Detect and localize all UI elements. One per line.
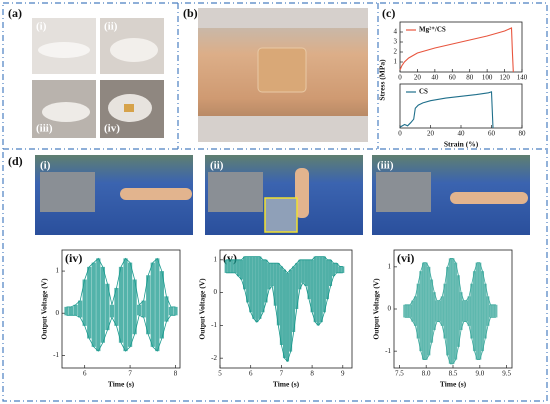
x-tick-label: 8.5 xyxy=(449,370,458,378)
x-tick-label: 8 xyxy=(174,370,178,378)
sub-label: (iii) xyxy=(377,160,394,172)
y-tick-label: 1 xyxy=(56,267,60,275)
y-tick-label: 0 xyxy=(56,309,60,317)
x-tick-label: 6 xyxy=(83,370,87,378)
x-tick-label: 120 xyxy=(499,74,510,82)
x-tick-label: 40 xyxy=(431,74,439,82)
x-tick-label: 80 xyxy=(519,130,527,138)
y-axis-label: Output Voltage (V) xyxy=(40,278,49,340)
x-tick-label: 100 xyxy=(482,74,493,82)
chart-label: (vi) xyxy=(397,251,414,265)
x-tick-label: 7.5 xyxy=(395,370,404,378)
arm xyxy=(450,192,528,204)
y-tick-label: 0 xyxy=(388,305,392,313)
x-tick-label: 20 xyxy=(414,74,422,82)
signal-envelope xyxy=(404,258,496,306)
inset xyxy=(264,197,298,233)
y-tick-label: 1 xyxy=(394,58,398,66)
x-axis-label: Strain (%) xyxy=(444,140,479,149)
legend-label: CS xyxy=(419,88,428,96)
sub-label: (i) xyxy=(36,21,47,33)
chart-label: (iv) xyxy=(65,251,82,265)
x-tick-label: 8.0 xyxy=(422,370,431,378)
glove xyxy=(110,38,158,62)
signal-envelope xyxy=(66,314,176,352)
x-tick-label: 140 xyxy=(517,74,528,82)
sub-label: (ii) xyxy=(210,160,224,172)
y-tick-label: -2 xyxy=(211,354,217,362)
x-tick-label: 60 xyxy=(449,74,457,82)
x-tick-label: 7 xyxy=(280,370,284,378)
y-tick-label: 0 xyxy=(214,288,218,296)
x-tick-label: 7 xyxy=(128,370,132,378)
x-tick-label: 0 xyxy=(398,130,402,138)
signal-envelope xyxy=(66,257,176,308)
panel-a-photos xyxy=(32,18,164,138)
arm xyxy=(295,168,309,218)
x-tick-label: 9 xyxy=(341,370,345,378)
oscilloscope xyxy=(208,172,263,212)
x-tick-label: 20 xyxy=(427,130,435,138)
panel-d-photos xyxy=(35,155,530,235)
sub-label: (iv) xyxy=(104,123,120,135)
y-tick-label: -1 xyxy=(211,321,217,329)
plot-frame xyxy=(219,249,353,369)
plot-frame xyxy=(399,21,523,73)
oscilloscope xyxy=(376,172,431,212)
film xyxy=(124,104,134,112)
x-axis-label: Time (s) xyxy=(108,380,135,389)
x-axis-label: Time (s) xyxy=(273,380,300,389)
x-tick-label: 60 xyxy=(488,130,496,138)
y-tick-label: 4 xyxy=(394,28,398,36)
oscilloscope xyxy=(40,172,95,212)
signal-envelope xyxy=(404,317,496,365)
sub-label: (iii) xyxy=(36,123,53,135)
signal-envelope xyxy=(226,272,343,363)
y-tick-label: -1 xyxy=(53,351,59,359)
plot-frame xyxy=(61,249,181,369)
x-tick-label: 6 xyxy=(249,370,253,378)
y-axis-label: Stress (MPa) xyxy=(378,59,387,101)
x-axis-label: Time (s) xyxy=(440,380,467,389)
panel-label: (c) xyxy=(382,6,395,20)
panel-label: (d) xyxy=(8,154,23,168)
patch xyxy=(257,47,307,93)
x-tick-label: 0 xyxy=(398,74,402,82)
y-tick-label: 1 xyxy=(388,262,392,270)
panel-b-photo xyxy=(198,8,368,142)
y-axis-label: Output Voltage (V) xyxy=(198,278,207,340)
panel-label: (b) xyxy=(183,6,198,20)
x-tick-label: 9.5 xyxy=(502,370,511,378)
x-tick-label: 8 xyxy=(310,370,314,378)
y-tick-label: 1 xyxy=(214,255,218,263)
y-tick-label: 2 xyxy=(394,48,398,56)
y-tick-label: -1 xyxy=(385,347,391,355)
x-tick-label: 5 xyxy=(218,370,222,378)
x-tick-label: 40 xyxy=(458,130,466,138)
series-line xyxy=(399,91,494,129)
y-tick-label: 3 xyxy=(394,38,398,46)
signal-envelope xyxy=(226,256,343,274)
glove xyxy=(42,102,90,122)
series-line xyxy=(399,27,514,73)
x-tick-label: 9.0 xyxy=(475,370,484,378)
legend-label: Mg²⁺/CS xyxy=(419,26,446,34)
arm xyxy=(120,188,192,200)
glove xyxy=(38,42,90,58)
y-axis-label: Output Voltage (V) xyxy=(372,278,381,340)
sub-label: (i) xyxy=(40,160,51,172)
panel-label: (a) xyxy=(8,6,22,20)
sub-label: (ii) xyxy=(104,21,118,33)
x-tick-label: 80 xyxy=(466,74,474,82)
